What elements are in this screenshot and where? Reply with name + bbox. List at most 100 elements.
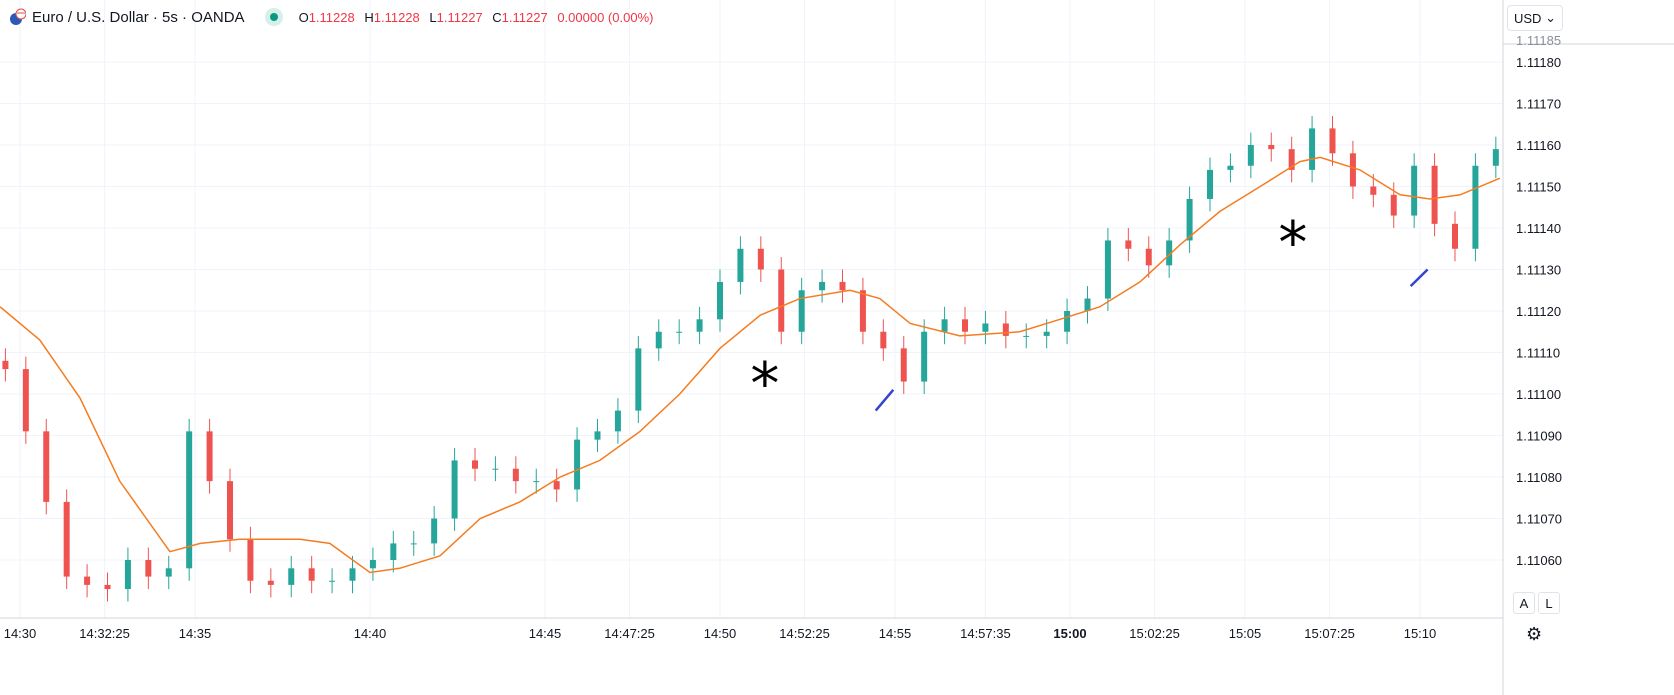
candle-body (717, 281, 723, 320)
eurusd-flag-icon (8, 8, 27, 26)
time-tick-label: 14:32:25 (79, 626, 130, 641)
candle (1472, 153, 1479, 262)
candle (982, 311, 989, 345)
candle-body (1207, 169, 1213, 199)
candle-body (921, 331, 928, 382)
candle (124, 547, 131, 602)
time-tick-label: 15:00 (1053, 626, 1086, 641)
candle (43, 418, 50, 515)
currency-select[interactable]: USD ⌄ (1507, 5, 1563, 31)
time-tick-label: 14:30 (4, 626, 37, 641)
candle-body (798, 290, 805, 332)
candle-body (1186, 198, 1193, 241)
candle-body (84, 576, 91, 585)
candle (308, 555, 315, 594)
price-tick-label: 1.11170 (1516, 97, 1561, 112)
candle (1411, 153, 1418, 228)
candle (165, 555, 172, 590)
candle-body (1288, 149, 1295, 170)
candle (1186, 186, 1193, 253)
candle (635, 335, 642, 424)
symbol-title[interactable]: Euro / U.S. Dollar · 5s · OANDA (32, 8, 245, 26)
candle (921, 319, 928, 394)
candle-body (839, 281, 846, 291)
candle-body (431, 518, 438, 544)
candle (696, 306, 703, 345)
candle (594, 418, 601, 453)
moving-average-line (0, 156, 1501, 574)
candle (962, 306, 968, 345)
trend-line-drawing (874, 389, 895, 412)
candle-body (1492, 149, 1499, 166)
market-status-icon[interactable] (264, 8, 283, 26)
candle (267, 568, 274, 598)
candle-body (1247, 145, 1254, 166)
trend-line-drawing (1409, 268, 1429, 287)
candle (1309, 115, 1316, 183)
candle-body (1411, 165, 1418, 216)
candle-body (1145, 248, 1152, 266)
candle-body (696, 319, 703, 332)
log-scale-button[interactable]: L (1538, 592, 1560, 614)
candle (839, 269, 846, 303)
candle (1064, 298, 1071, 345)
candle (553, 468, 560, 502)
candle (655, 319, 662, 361)
candle-body (614, 410, 621, 432)
candle (778, 257, 785, 345)
candle (451, 447, 458, 531)
time-tick-label: 15:10 (1404, 626, 1437, 641)
candle (614, 398, 621, 444)
candle-body (778, 269, 785, 332)
candle-body (472, 460, 478, 469)
candle-body (819, 281, 826, 291)
candle-body (1125, 240, 1132, 249)
candle (1247, 132, 1254, 179)
candle-body (1309, 128, 1316, 170)
candle (1084, 286, 1091, 324)
candle-body (880, 331, 887, 349)
candle (206, 418, 213, 494)
candle-body (512, 468, 519, 482)
candle-body (349, 568, 356, 581)
price-tick-label: 1.11060 (1516, 553, 1562, 568)
price-tick-label: 1.11160 (1516, 138, 1561, 153)
candle-body (1452, 223, 1458, 249)
candle (369, 547, 376, 581)
candle-body (1329, 128, 1336, 154)
candle (533, 468, 540, 494)
candle (819, 269, 826, 303)
candle-body (267, 580, 274, 585)
candle (941, 306, 948, 345)
price-tick-label: 1.11090 (1516, 429, 1562, 444)
time-tick-label: 15:07:25 (1304, 626, 1355, 641)
candle-body (1268, 145, 1275, 150)
candle (1002, 311, 1009, 349)
candle (104, 572, 111, 602)
gear-icon[interactable]: ⚙ (1526, 624, 1543, 644)
time-tick-label: 14:50 (704, 626, 737, 641)
candle (1268, 132, 1275, 162)
candle (349, 555, 356, 594)
candle (880, 319, 887, 361)
candle (145, 547, 152, 590)
candle (717, 269, 723, 332)
candle-body (533, 481, 540, 483)
candle-body (2, 360, 9, 370)
candle (431, 506, 438, 556)
candle (329, 568, 336, 594)
candle-body (410, 543, 417, 545)
candle (676, 319, 683, 345)
candle-body (1023, 335, 1030, 337)
candle-body (492, 468, 499, 470)
candle (1125, 228, 1132, 262)
candle-body (900, 348, 907, 382)
candle (63, 489, 70, 590)
candle-body (63, 501, 70, 577)
candle (1329, 115, 1336, 166)
candle-body (308, 568, 315, 581)
candle-body (1043, 331, 1050, 336)
auto-scale-button[interactable]: A (1513, 592, 1535, 614)
candle-body (390, 543, 397, 560)
